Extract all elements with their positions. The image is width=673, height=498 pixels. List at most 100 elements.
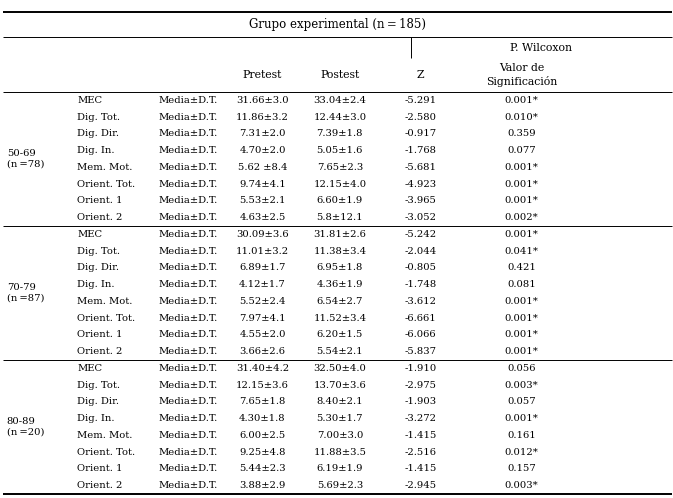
Text: 6.00±2.5: 6.00±2.5 [240,431,285,440]
Text: 31.81±2.6: 31.81±2.6 [314,230,366,239]
Text: 7.31±2.0: 7.31±2.0 [239,129,286,138]
Text: MEC: MEC [77,230,102,239]
Text: Media±D.T.: Media±D.T. [158,163,217,172]
Text: Grupo experimental (n = 185): Grupo experimental (n = 185) [249,18,426,31]
Text: Orient. 1: Orient. 1 [77,197,123,206]
Text: MEC: MEC [77,364,102,373]
Text: -1.415: -1.415 [404,465,437,474]
Text: 8.40±2.1: 8.40±2.1 [316,397,363,406]
Text: 0.003*: 0.003* [505,481,538,490]
Text: Media±D.T.: Media±D.T. [158,380,217,389]
Text: Media±D.T.: Media±D.T. [158,297,217,306]
Text: 4.63±2.5: 4.63±2.5 [240,213,285,222]
Text: Orient. Tot.: Orient. Tot. [77,180,135,189]
Text: Media±D.T.: Media±D.T. [158,197,217,206]
Text: 3.88±2.9: 3.88±2.9 [240,481,285,490]
Text: 80-89
(n =20): 80-89 (n =20) [7,417,44,437]
Text: -5.291: -5.291 [404,96,437,105]
Text: -5.837: -5.837 [404,347,437,356]
Text: -0.805: -0.805 [404,263,437,272]
Text: MEC: MEC [77,96,102,105]
Text: 0.001*: 0.001* [505,297,538,306]
Text: 6.20±1.5: 6.20±1.5 [317,331,363,340]
Text: 0.077: 0.077 [507,146,536,155]
Text: 0.012*: 0.012* [505,448,538,457]
Text: 5.05±1.6: 5.05±1.6 [317,146,363,155]
Text: 0.001*: 0.001* [505,230,538,239]
Text: 5.30±1.7: 5.30±1.7 [316,414,363,423]
Text: 11.01±3.2: 11.01±3.2 [236,247,289,255]
Text: Media±D.T.: Media±D.T. [158,314,217,323]
Text: Media±D.T.: Media±D.T. [158,347,217,356]
Text: Orient. 2: Orient. 2 [77,347,122,356]
Text: -6.066: -6.066 [405,331,436,340]
Text: Dig. Tot.: Dig. Tot. [77,247,120,255]
Text: 0.001*: 0.001* [505,197,538,206]
Text: 5.52±2.4: 5.52±2.4 [239,297,286,306]
Text: -2.516: -2.516 [404,448,437,457]
Text: 13.70±3.6: 13.70±3.6 [314,380,366,389]
Text: 6.54±2.7: 6.54±2.7 [317,297,363,306]
Text: Dig. In.: Dig. In. [77,280,115,289]
Text: 6.89±1.7: 6.89±1.7 [240,263,285,272]
Text: 5.53±2.1: 5.53±2.1 [239,197,286,206]
Text: 4.30±1.8: 4.30±1.8 [239,414,286,423]
Text: 31.40±4.2: 31.40±4.2 [236,364,289,373]
Text: -5.681: -5.681 [404,163,437,172]
Text: Orient. 1: Orient. 1 [77,465,123,474]
Text: 5.69±2.3: 5.69±2.3 [317,481,363,490]
Text: -1.768: -1.768 [404,146,437,155]
Text: 0.421: 0.421 [507,263,536,272]
Text: 5.44±2.3: 5.44±2.3 [239,465,286,474]
Text: 0.359: 0.359 [507,129,536,138]
Text: 4.55±2.0: 4.55±2.0 [239,331,286,340]
Text: Dig. Tot.: Dig. Tot. [77,113,120,122]
Text: 0.161: 0.161 [507,431,536,440]
Text: Dig. In.: Dig. In. [77,146,115,155]
Text: Mem. Mot.: Mem. Mot. [77,431,133,440]
Text: 0.001*: 0.001* [505,331,538,340]
Text: Media±D.T.: Media±D.T. [158,113,217,122]
Text: 12.44±3.0: 12.44±3.0 [314,113,366,122]
Text: 0.010*: 0.010* [505,113,538,122]
Text: Dig. Tot.: Dig. Tot. [77,380,120,389]
Text: Media±D.T.: Media±D.T. [158,481,217,490]
Text: 5.8±12.1: 5.8±12.1 [316,213,363,222]
Text: 0.081: 0.081 [507,280,536,289]
Text: Media±D.T.: Media±D.T. [158,465,217,474]
Text: Dig. Dir.: Dig. Dir. [77,397,119,406]
Text: 11.86±3.2: 11.86±3.2 [236,113,289,122]
Text: -6.661: -6.661 [404,314,437,323]
Text: Orient. 2: Orient. 2 [77,481,122,490]
Text: 30.09±3.6: 30.09±3.6 [236,230,289,239]
Text: Media±D.T.: Media±D.T. [158,213,217,222]
Text: -2.580: -2.580 [404,113,437,122]
Text: Media±D.T.: Media±D.T. [158,331,217,340]
Text: Dig. In.: Dig. In. [77,414,115,423]
Text: 0.001*: 0.001* [505,163,538,172]
Text: 32.50±4.0: 32.50±4.0 [314,364,366,373]
Text: Z: Z [417,70,425,80]
Text: 4.36±1.9: 4.36±1.9 [316,280,363,289]
Text: -2.975: -2.975 [404,380,437,389]
Text: 7.39±1.8: 7.39±1.8 [316,129,363,138]
Text: Orient. Tot.: Orient. Tot. [77,448,135,457]
Text: Media±D.T.: Media±D.T. [158,364,217,373]
Text: 0.002*: 0.002* [505,213,538,222]
Text: Media±D.T.: Media±D.T. [158,129,217,138]
Text: Media±D.T.: Media±D.T. [158,431,217,440]
Text: 5.54±2.1: 5.54±2.1 [316,347,363,356]
Text: 4.70±2.0: 4.70±2.0 [239,146,286,155]
Text: Orient. 1: Orient. 1 [77,331,123,340]
Text: 0.001*: 0.001* [505,180,538,189]
Text: Mem. Mot.: Mem. Mot. [77,163,133,172]
Text: 0.003*: 0.003* [505,380,538,389]
Text: 9.25±4.8: 9.25±4.8 [239,448,286,457]
Text: -2.945: -2.945 [404,481,437,490]
Text: 0.041*: 0.041* [505,247,538,255]
Text: 0.001*: 0.001* [505,314,538,323]
Text: -3.612: -3.612 [404,297,437,306]
Text: Media±D.T.: Media±D.T. [158,280,217,289]
Text: 0.056: 0.056 [507,364,536,373]
Text: 33.04±2.4: 33.04±2.4 [314,96,366,105]
